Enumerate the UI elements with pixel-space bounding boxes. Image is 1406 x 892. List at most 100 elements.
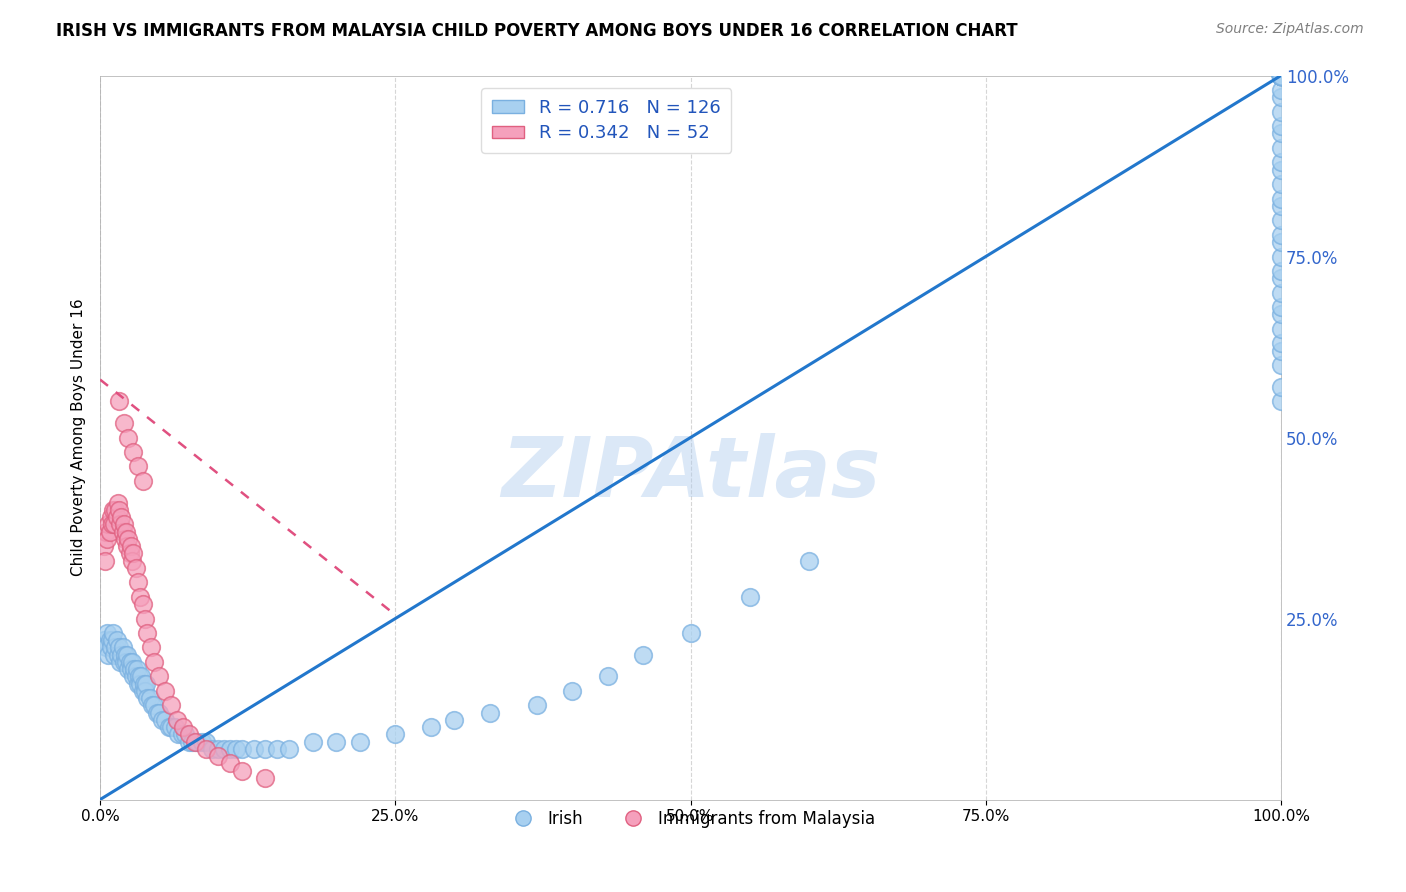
Point [278, 742, 301, 756]
Point [121, 553, 143, 567]
Point [254, 771, 277, 785]
Point [266, 742, 288, 756]
Point [114, 532, 136, 546]
Point [1270, 69, 1292, 83]
Point [94, 524, 117, 539]
Point [207, 749, 229, 764]
Point [103, 517, 125, 532]
Point [100, 640, 122, 655]
Point [122, 546, 145, 560]
Point [132, 676, 155, 690]
Point [112, 655, 135, 669]
Point [107, 648, 129, 662]
Point [1270, 199, 1292, 213]
Point [148, 669, 170, 683]
Point [143, 698, 166, 713]
Point [112, 416, 135, 430]
Point [1270, 69, 1292, 83]
Point [96, 532, 118, 546]
Point [129, 590, 152, 604]
Point [1270, 69, 1292, 83]
Point [97, 517, 120, 532]
Point [1270, 69, 1292, 83]
Point [115, 524, 138, 539]
Point [150, 713, 173, 727]
Point [117, 430, 139, 444]
Point [163, 720, 186, 734]
Point [110, 648, 132, 662]
Point [117, 532, 139, 546]
Point [117, 662, 139, 676]
Point [1270, 227, 1292, 242]
Point [1270, 69, 1292, 83]
Point [1270, 69, 1292, 83]
Point [633, 648, 655, 662]
Point [111, 640, 134, 655]
Point [127, 459, 149, 474]
Point [174, 727, 197, 741]
Point [1270, 308, 1292, 322]
Point [181, 734, 204, 748]
Point [1270, 69, 1292, 83]
Point [108, 655, 131, 669]
Point [1270, 104, 1292, 119]
Point [167, 727, 190, 741]
Point [1270, 213, 1292, 227]
Point [114, 648, 136, 662]
Point [561, 684, 583, 698]
Point [97, 648, 120, 662]
Point [1270, 69, 1292, 83]
Point [124, 662, 146, 676]
Point [108, 640, 131, 655]
Point [125, 662, 148, 676]
Point [1270, 285, 1292, 300]
Text: ZIPAtlas: ZIPAtlas [501, 434, 880, 514]
Point [141, 698, 163, 713]
Point [143, 655, 166, 669]
Point [1270, 141, 1292, 155]
Point [1270, 69, 1292, 83]
Point [153, 684, 176, 698]
Point [1270, 162, 1292, 177]
Point [1270, 69, 1292, 83]
Point [1270, 69, 1292, 83]
Point [136, 626, 159, 640]
Point [1270, 380, 1292, 394]
Point [98, 524, 121, 539]
Point [325, 734, 347, 748]
Point [122, 445, 145, 459]
Point [190, 734, 212, 748]
Point [1270, 69, 1292, 83]
Point [124, 669, 146, 683]
Point [1270, 69, 1292, 83]
Point [94, 640, 117, 655]
Point [207, 742, 229, 756]
Point [117, 648, 139, 662]
Point [1270, 358, 1292, 372]
Point [301, 734, 323, 748]
Text: IRISH VS IMMIGRANTS FROM MALAYSIA CHILD POVERTY AMONG BOYS UNDER 16 CORRELATION : IRISH VS IMMIGRANTS FROM MALAYSIA CHILD … [56, 22, 1018, 40]
Point [120, 539, 142, 553]
Point [177, 734, 200, 748]
Point [93, 539, 115, 553]
Point [195, 734, 218, 748]
Point [98, 633, 121, 648]
Point [170, 727, 193, 741]
Point [1270, 192, 1292, 206]
Point [101, 626, 124, 640]
Point [254, 742, 277, 756]
Point [136, 691, 159, 706]
Point [148, 706, 170, 720]
Point [1270, 69, 1292, 83]
Point [131, 597, 153, 611]
Point [738, 590, 761, 604]
Point [201, 742, 224, 756]
Point [103, 648, 125, 662]
Point [122, 669, 145, 683]
Point [195, 742, 218, 756]
Point [478, 706, 501, 720]
Point [120, 662, 142, 676]
Point [1270, 69, 1292, 83]
Point [1270, 83, 1292, 97]
Point [101, 503, 124, 517]
